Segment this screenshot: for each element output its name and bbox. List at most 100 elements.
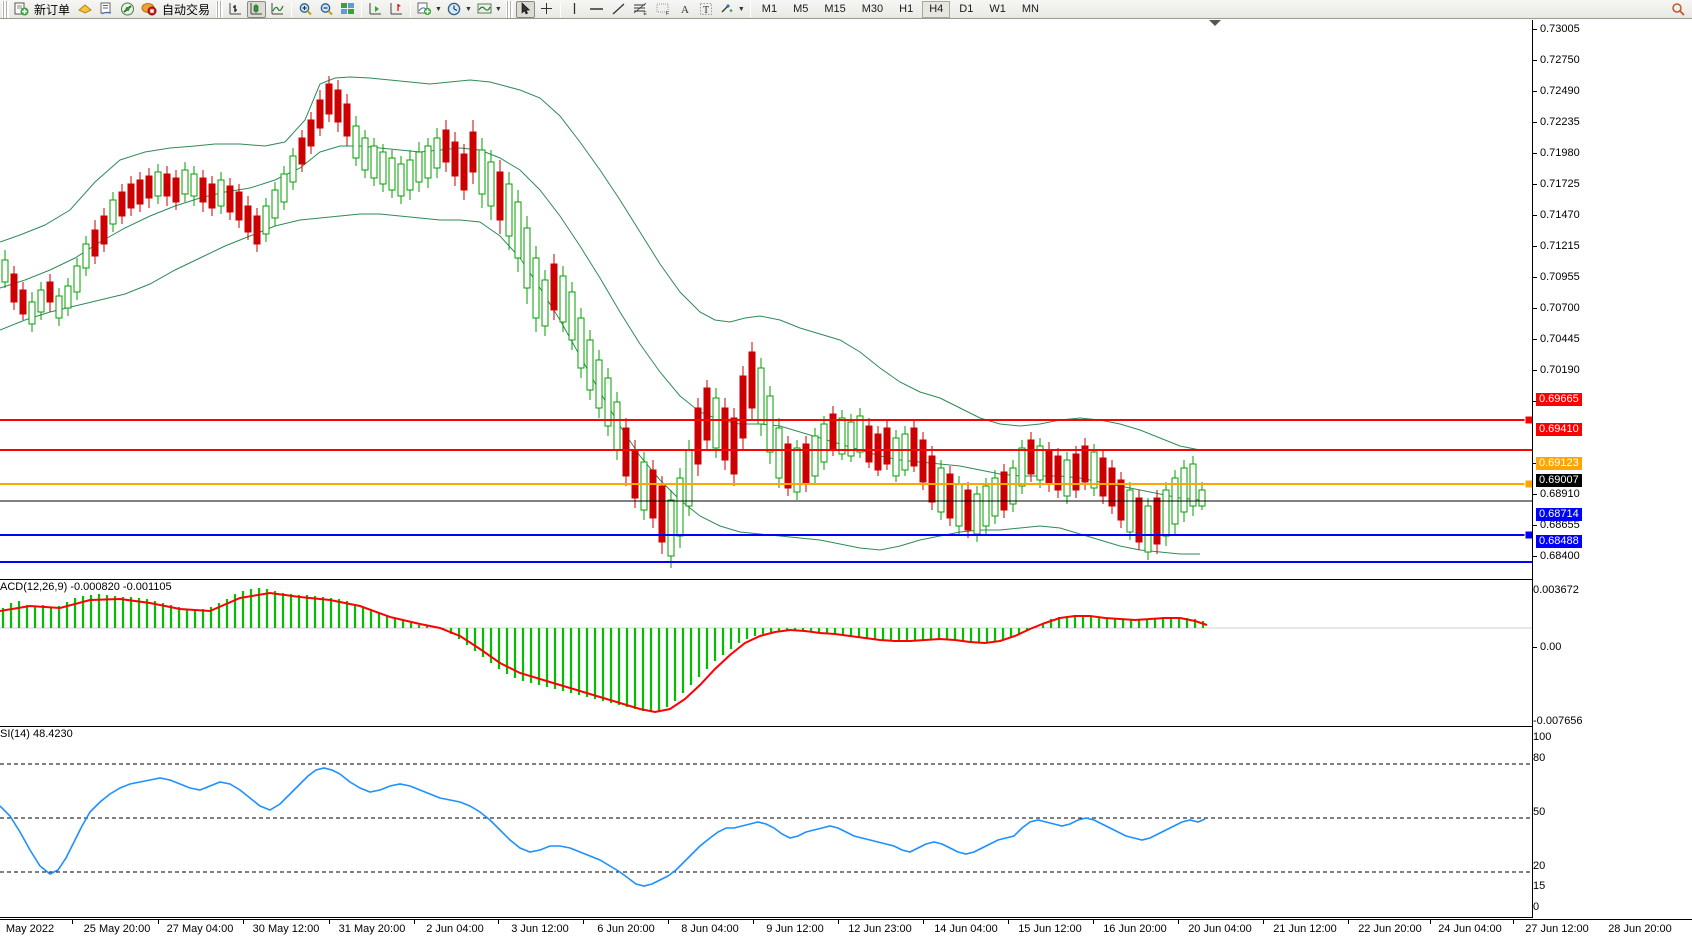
macd-pane[interactable]: ACD(12,26,9) -0.000820 -0.001105 [0,581,1532,727]
macd-title: ACD(12,26,9) -0.000820 -0.001105 [0,581,175,593]
time-axis-tick [243,920,244,924]
timeframe-w1[interactable]: W1 [989,3,1006,15]
resistance-tag-69665[interactable]: 0.69665 [1536,393,1582,406]
time-axis[interactable]: May 2022 25 May 20:00 27 May 04:00 30 Ma… [0,919,1692,939]
trendline-icon[interactable] [609,1,628,18]
rsi-pane[interactable]: SI(14) 48.4230 [0,728,1532,918]
line-chart-icon[interactable] [268,1,287,18]
macd-tick: 0.003672 [1533,585,1579,596]
toolbar-separator-3 [410,1,412,17]
zoom-in-icon[interactable] [296,1,315,18]
toolbar-separator-2 [361,1,363,17]
toolbar-grip-3[interactable] [505,0,513,18]
text-icon[interactable]: A [676,1,695,18]
toolbar-grip-2[interactable] [216,0,224,18]
drawings-dropdown-caret[interactable]: ▼ [737,5,745,13]
bollinger-middle-band [0,145,1201,501]
support-tag-68488[interactable]: 0.68488 [1536,535,1582,548]
rsi-title: SI(14) 48.4230 [0,728,76,740]
time-label: 8 Jun 04:00 [681,923,739,935]
price-chart-pane[interactable] [0,20,1532,580]
price-tick: 0.68400 [1533,551,1580,562]
timeframe-m5[interactable]: M5 [793,3,809,15]
price-tick-label: 0.71980 [1540,147,1580,159]
expert-advisor-icon[interactable] [75,1,95,18]
time-axis-tick [1263,920,1264,924]
indicators-icon[interactable] [415,1,434,18]
rsi-tick-label: 100 [1533,731,1552,743]
resistance-tag-69410[interactable]: 0.69410 [1536,423,1582,436]
toolbar-grip[interactable] [2,0,9,18]
autotrading-icon[interactable] [139,1,159,18]
chart-scroll-marker[interactable] [1209,20,1221,26]
timeframe-h4[interactable]: H4 [922,0,951,18]
time-label: 15 Jun 12:00 [1018,923,1082,935]
timeframe-m30[interactable]: M30 [861,3,884,15]
rsi-tick-label: 50 [1533,806,1546,818]
candlestick-chart-icon[interactable] [247,0,267,18]
rsi-tick: 50 [1533,807,1545,818]
price-tick-label: 0.71215 [1540,240,1580,252]
price-tick: 0.72490 [1533,86,1580,97]
price-tick: 0.68910 [1533,489,1580,500]
support-tag-68714[interactable]: 0.68714 [1536,508,1582,521]
vertical-line-icon[interactable] [565,1,584,18]
data-window-icon[interactable] [97,1,116,18]
toolbar-right-area [1667,1,1692,18]
period-icon[interactable] [445,1,464,18]
timeframe-m15[interactable]: M15 [824,3,846,15]
cursor-icon[interactable] [515,0,535,18]
time-axis-tick [414,920,415,924]
svg-text:E: E [643,11,647,16]
time-axis-tick [838,920,839,924]
rsi-tick-label: 15 [1533,880,1546,892]
price-tick: 0.70955 [1533,272,1580,283]
svg-text:A: A [681,4,689,16]
crosshair-icon[interactable] [537,1,556,18]
svg-text:T: T [703,5,709,16]
timeframe-d1[interactable]: D1 [959,3,974,15]
price-scale[interactable]: 0.73005 0.72750 0.72490 0.72235 0.71980 … [1532,20,1692,918]
auto-scroll-icon[interactable] [366,1,385,18]
equidistant-channel-icon[interactable]: F [653,1,674,18]
search-icon[interactable] [1668,1,1687,18]
bar-chart-icon[interactable] [226,1,245,18]
navigator-icon[interactable] [118,1,137,18]
timeframe-h1[interactable]: H1 [899,3,914,15]
time-axis-tick [1430,920,1431,924]
templates-icon[interactable] [475,1,494,18]
timeframe-mn[interactable]: MN [1021,3,1039,15]
fibonacci-icon[interactable]: E [630,1,651,18]
timeframe-m1[interactable]: M1 [761,3,778,15]
zoom-out-icon[interactable] [317,1,336,18]
time-label: 21 Jun 12:00 [1273,923,1337,935]
tile-windows-icon[interactable] [338,1,357,18]
time-axis-tick [583,920,584,924]
macd-tick-label: 0.003672 [1533,584,1579,596]
price-tick-label: 0.68400 [1540,550,1580,562]
time-axis-tick [1348,920,1349,924]
macd-histogram [1,588,1205,712]
chart-shift-icon[interactable] [387,1,406,18]
horizontal-line-icon[interactable] [586,1,607,18]
time-label: 9 Jun 12:00 [766,923,824,935]
templates-dropdown-caret[interactable]: ▼ [494,5,502,13]
rsi-tick: 100 [1533,732,1551,743]
period-dropdown-caret[interactable]: ▼ [464,5,472,13]
rsi-tick: 20 [1533,861,1545,872]
indicators-dropdown-caret[interactable]: ▼ [435,5,442,13]
time-label: May 2022 [5,923,55,935]
pivot-tag-69123[interactable]: 0.69123 [1536,457,1582,470]
price-tick-label: 0.70955 [1540,271,1580,283]
new-order-icon[interactable] [12,1,31,18]
price-level-lines[interactable] [0,415,1532,563]
text-label-icon[interactable]: T [697,1,716,18]
time-axis-tick [329,920,330,924]
new-order-label[interactable]: 新订单 [34,2,71,17]
macd-tick: -0.007656 [1533,716,1583,727]
price-tick-label: 0.71470 [1540,209,1580,221]
current-price-tag-69007[interactable]: 0.69007 [1536,474,1582,487]
autotrading-label[interactable]: 自动交易 [162,2,211,17]
drawings-icon[interactable] [718,1,737,18]
macd-tick: 0.00 [1533,642,1561,653]
